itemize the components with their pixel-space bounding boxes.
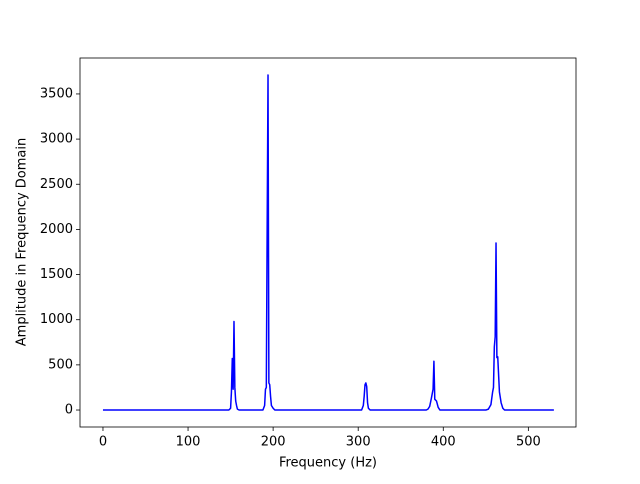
- x-tick-label: 100: [176, 435, 201, 450]
- y-axis-label: Amplitude in Frequency Domain: [15, 138, 30, 346]
- x-tick-label: 400: [431, 435, 456, 450]
- y-tick-label: 3000: [40, 132, 73, 147]
- y-tick-label: 1500: [40, 267, 73, 282]
- plot-frame: [79, 57, 577, 428]
- x-tick-label: 500: [516, 435, 541, 450]
- x-axis-label: Frequency (Hz): [279, 456, 377, 471]
- x-tick-label: 0: [99, 435, 107, 450]
- y-tick-label: 3500: [40, 86, 73, 101]
- y-tick-label: 2500: [40, 177, 73, 192]
- x-tick-label: 300: [346, 435, 371, 450]
- y-tick-label: 1000: [40, 312, 73, 327]
- y-tick-label: 2000: [40, 222, 73, 237]
- y-tick-label: 500: [48, 357, 73, 372]
- data-line: [102, 74, 554, 411]
- y-tick-label: 0: [65, 403, 73, 418]
- x-tick-label: 200: [261, 435, 286, 450]
